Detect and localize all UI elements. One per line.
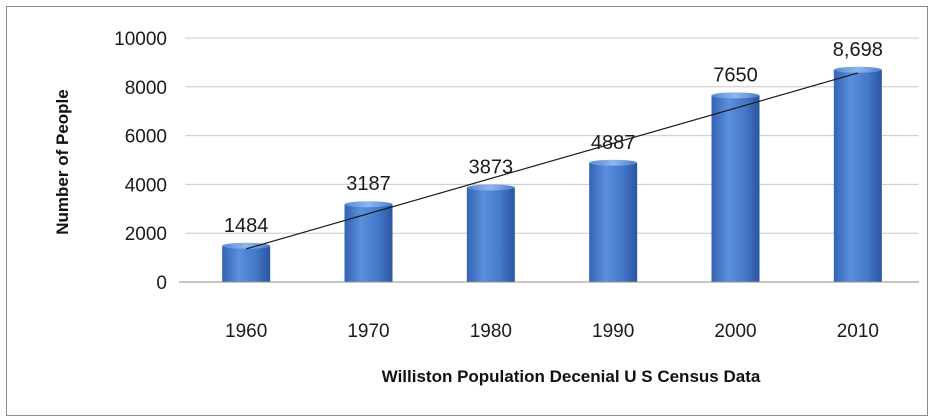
data-label: 7650 bbox=[713, 64, 758, 86]
bar-2010 bbox=[833, 66, 882, 282]
bar bbox=[833, 69, 882, 282]
x-tick-label: 1990 bbox=[592, 321, 634, 342]
x-tick-label: 2000 bbox=[714, 321, 756, 342]
x-tick-label: 2010 bbox=[837, 321, 879, 342]
bar-top bbox=[222, 242, 271, 249]
data-label: 1484 bbox=[224, 215, 269, 237]
y-tick-label: 8000 bbox=[125, 78, 167, 99]
bar-1960 bbox=[222, 242, 271, 282]
bar bbox=[466, 187, 515, 282]
x-tick-label: 1980 bbox=[470, 321, 512, 342]
data-label: 4887 bbox=[591, 132, 636, 154]
y-axis-title: Number of People bbox=[53, 89, 72, 234]
bar-1990 bbox=[589, 159, 638, 282]
y-tick-label: 6000 bbox=[125, 127, 167, 148]
x-tick-label: 1960 bbox=[225, 321, 267, 342]
bar-top bbox=[344, 201, 393, 208]
bar-chart: 0 2000 4000 6000 8000 10000 1960 1970 1980 1990 2… bbox=[53, 29, 919, 386]
chart-frame: 0 2000 4000 6000 8000 10000 1960 1970 1980 1990 2… bbox=[6, 6, 928, 416]
y-tick-label: 2000 bbox=[125, 224, 167, 245]
bar-top bbox=[466, 184, 515, 191]
data-labels: 1484 3187 3873 4887 7650 8,698 bbox=[224, 39, 883, 237]
data-label: 3187 bbox=[346, 173, 391, 195]
bar-top bbox=[833, 66, 882, 73]
gridlines bbox=[185, 37, 919, 234]
y-tick-label: 10000 bbox=[114, 29, 167, 50]
x-axis-ticks: 1960 1970 1980 1990 2000 2010 bbox=[225, 321, 879, 342]
bar bbox=[222, 245, 271, 282]
bars bbox=[222, 66, 882, 282]
bar-1980 bbox=[466, 184, 515, 282]
bar bbox=[589, 162, 638, 282]
bar-2000 bbox=[711, 92, 760, 282]
data-label: 3873 bbox=[469, 156, 514, 178]
trendline bbox=[246, 72, 858, 250]
y-axis-ticks: 0 2000 4000 6000 8000 10000 bbox=[114, 29, 167, 294]
bar-top bbox=[589, 159, 638, 166]
bar-1970 bbox=[344, 201, 393, 282]
x-tick-label: 1970 bbox=[347, 321, 389, 342]
bar bbox=[344, 204, 393, 282]
data-label: 8,698 bbox=[833, 39, 883, 61]
trend-line bbox=[246, 72, 858, 250]
x-axis-title: Williston Population Decenial U S Census… bbox=[382, 367, 761, 386]
bar-top bbox=[711, 92, 760, 99]
y-tick-label: 0 bbox=[156, 273, 167, 294]
y-tick-label: 4000 bbox=[125, 175, 167, 196]
bar bbox=[711, 95, 760, 282]
